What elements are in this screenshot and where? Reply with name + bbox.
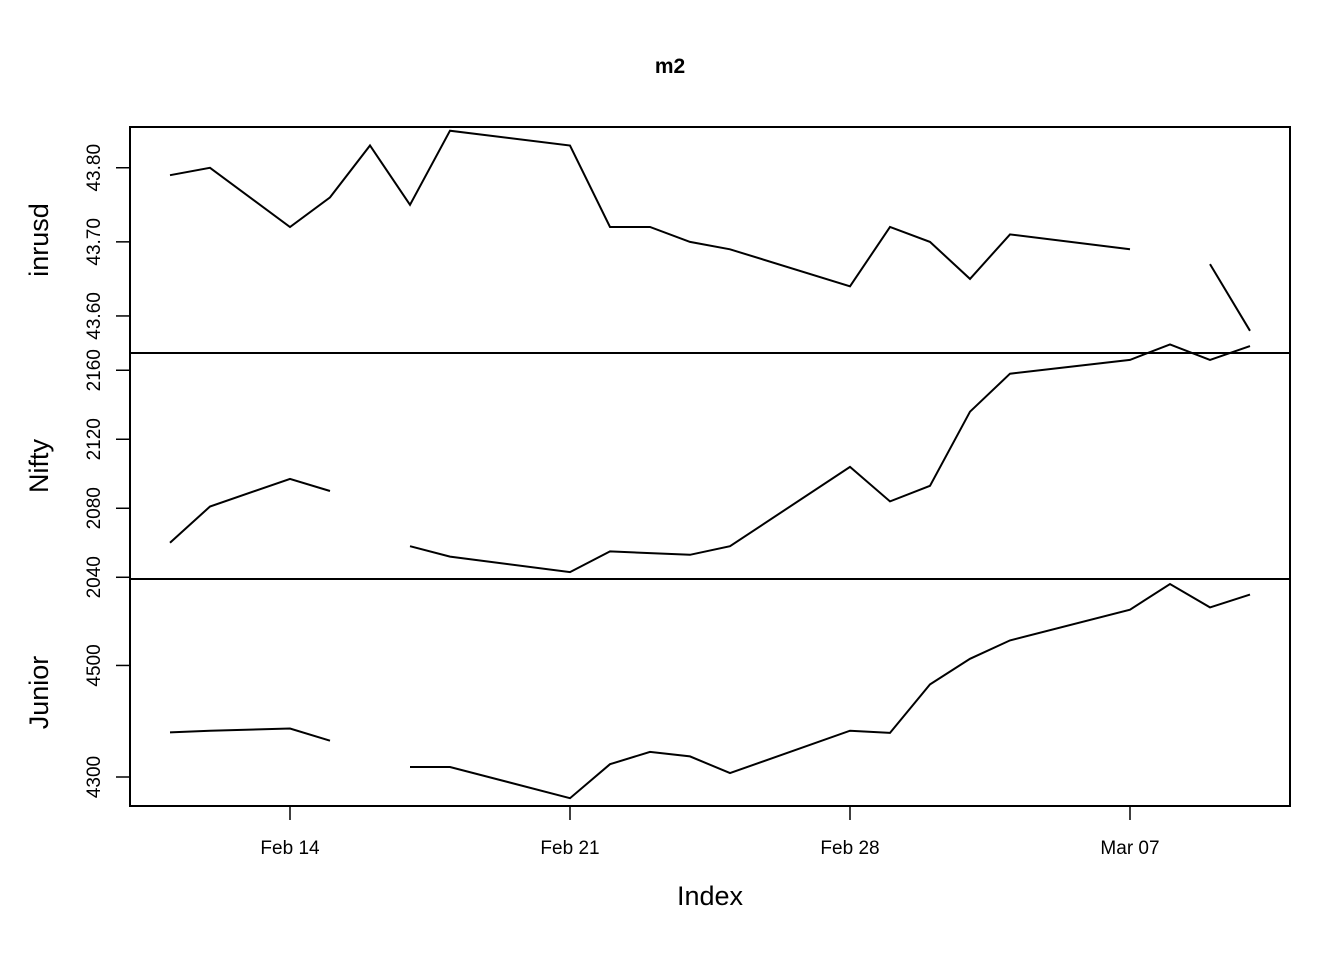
series-line-nifty <box>409 343 1251 574</box>
series-label-junior: Junior <box>24 656 54 730</box>
panel-inrusd: 43.60 43.70 43.80 inrusd <box>24 129 1251 340</box>
y-tick-label: 43.80 <box>84 144 105 192</box>
y-tick-label: 4300 <box>84 756 105 798</box>
y-tick-label: 2120 <box>84 418 105 460</box>
panels: 43.60 43.70 43.80 inrusd 2040 2080 2120 2160 Nif… <box>24 129 1290 800</box>
y-tick-label: 2080 <box>84 487 105 529</box>
y-tick-label: 4500 <box>84 644 105 686</box>
y-tick-label: 2040 <box>84 556 105 598</box>
series-line-inrusd <box>1209 263 1251 332</box>
x-tick-label: Mar 07 <box>1100 838 1159 859</box>
x-tick-label: Feb 14 <box>260 838 320 859</box>
panel-junior: 4300 4500 Junior <box>24 578 1290 800</box>
chart-title: m2 <box>655 55 685 78</box>
y-tick-label: 43.70 <box>84 218 105 266</box>
panel-nifty: 2040 2080 2120 2160 Nifty <box>24 343 1290 598</box>
series-label-nifty: Nifty <box>24 439 54 494</box>
series-line-junior <box>410 582 1251 800</box>
y-tick-label: 43.60 <box>84 292 105 340</box>
series-label-inrusd: inrusd <box>24 203 54 277</box>
series-line-nifty <box>169 477 331 544</box>
x-axis-label: Index <box>677 881 744 911</box>
series-line-inrusd <box>169 129 1131 288</box>
series-line-junior <box>169 727 331 742</box>
y-tick-label: 2160 <box>84 349 105 391</box>
x-tick-label: Feb 21 <box>540 838 599 859</box>
x-tick-label: Feb 28 <box>820 838 879 859</box>
plot-frame <box>129 126 1291 807</box>
x-axis: Feb 14 Feb 21 Feb 28 Mar 07 <box>260 806 1160 859</box>
